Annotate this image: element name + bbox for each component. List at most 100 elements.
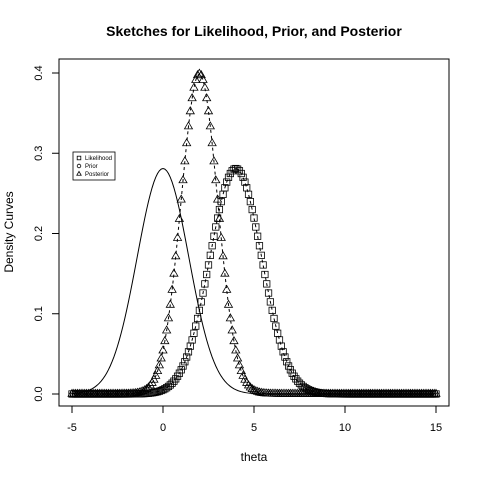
likelihood-marker [190, 329, 198, 337]
posterior-marker [236, 365, 246, 374]
likelihood-marker [297, 381, 305, 389]
likelihood-marker [301, 384, 309, 392]
likelihood-marker [208, 242, 216, 250]
likelihood-marker [259, 261, 267, 269]
x-tick-label: 5 [251, 422, 257, 434]
likelihood-marker [219, 190, 227, 198]
likelihood-marker [232, 164, 240, 173]
likelihood-marker [199, 289, 207, 297]
posterior-marker [140, 385, 150, 394]
likelihood-marker [210, 232, 218, 240]
likelihood-marker [192, 322, 200, 330]
likelihood-line [72, 168, 436, 395]
posterior-marker [172, 232, 183, 241]
y-tick-label: 0.3 [33, 146, 45, 161]
likelihood-marker [250, 214, 258, 222]
posterior-marker [189, 82, 199, 91]
likelihood-marker [241, 178, 249, 186]
likelihood-marker [201, 280, 209, 288]
posterior-marker [247, 383, 257, 392]
posterior-marker [156, 353, 166, 362]
posterior-marker [234, 360, 245, 369]
likelihood-marker [228, 167, 236, 175]
posterior-marker [218, 251, 228, 260]
posterior-marker [223, 299, 234, 308]
likelihood-marker [248, 205, 256, 214]
posterior-marker [149, 374, 159, 383]
prior-line [71, 168, 436, 395]
plot-frame [58, 58, 450, 407]
legend-symbol-square [76, 155, 82, 161]
posterior-marker [163, 313, 174, 322]
posterior-marker [203, 106, 214, 115]
posterior-marker [151, 370, 161, 379]
posterior-marker [227, 325, 237, 334]
posterior-marker [171, 251, 181, 260]
posterior-marker [180, 156, 190, 165]
x-axis: -5 0 5 10 15 [67, 405, 442, 434]
likelihood-marker [283, 358, 291, 366]
series-posterior [67, 68, 441, 397]
posterior-marker [211, 175, 221, 184]
y-tick-label: 0.4 [33, 65, 45, 80]
likelihood-marker [166, 381, 174, 389]
likelihood-marker [261, 270, 269, 279]
likelihood-marker [177, 366, 185, 374]
posterior-marker [165, 299, 175, 308]
likelihood-marker [290, 372, 298, 380]
likelihood-marker [264, 289, 273, 297]
posterior-marker [212, 194, 223, 203]
likelihood-marker [183, 353, 191, 361]
likelihood-marker [215, 205, 224, 214]
likelihood-marker [252, 223, 260, 231]
likelihood-marker [179, 362, 187, 370]
likelihood-marker [203, 270, 211, 279]
posterior-marker [154, 360, 165, 369]
likelihood-marker [277, 342, 285, 350]
likelihood-marker [281, 353, 289, 361]
posterior-marker [201, 93, 212, 102]
likelihood-marker [257, 251, 265, 259]
x-tick-label: -5 [67, 422, 77, 434]
posterior-marker [158, 345, 168, 354]
likelihood-marker [294, 377, 302, 385]
y-axis: 0.0 0.1 0.2 0.3 0.4 [33, 65, 60, 402]
posterior-marker [249, 385, 259, 394]
likelihood-marker [235, 167, 244, 175]
posterior-line [72, 73, 436, 395]
posterior-marker [198, 74, 208, 83]
legend-label: Likelihood [85, 156, 112, 162]
likelihood-marker [274, 329, 282, 337]
legend-label: Posterior [85, 172, 109, 178]
likelihood-marker [284, 362, 293, 370]
series-prior [71, 168, 436, 395]
likelihood-marker [168, 379, 176, 387]
likelihood-marker [172, 375, 180, 383]
posterior-marker [222, 284, 232, 293]
y-tick-label: 0.2 [33, 226, 45, 241]
likelihood-marker [230, 165, 238, 173]
posterior-marker [231, 345, 241, 354]
posterior-marker [245, 382, 256, 391]
likelihood-marker [268, 306, 276, 314]
posterior-marker [191, 74, 201, 83]
likelihood-marker [206, 251, 214, 259]
likelihood-marker [224, 173, 233, 181]
posterior-marker [185, 106, 195, 115]
likelihood-marker [239, 173, 247, 181]
plot-area [67, 68, 441, 398]
posterior-marker [209, 156, 219, 165]
posterior-marker [178, 175, 188, 184]
posterior-marker [160, 335, 170, 345]
likelihood-marker [292, 375, 300, 383]
posterior-marker [214, 213, 225, 222]
likelihood-marker [279, 348, 287, 356]
likelihood-marker [195, 306, 203, 314]
posterior-marker [181, 138, 192, 147]
chart-title: Sketches for Likelihood, Prior, and Post… [106, 23, 402, 39]
posterior-marker [169, 268, 179, 277]
y-tick-label: 0.1 [33, 306, 45, 321]
likelihood-marker [161, 385, 169, 393]
likelihood-marker [184, 348, 193, 356]
posterior-marker [220, 268, 230, 277]
